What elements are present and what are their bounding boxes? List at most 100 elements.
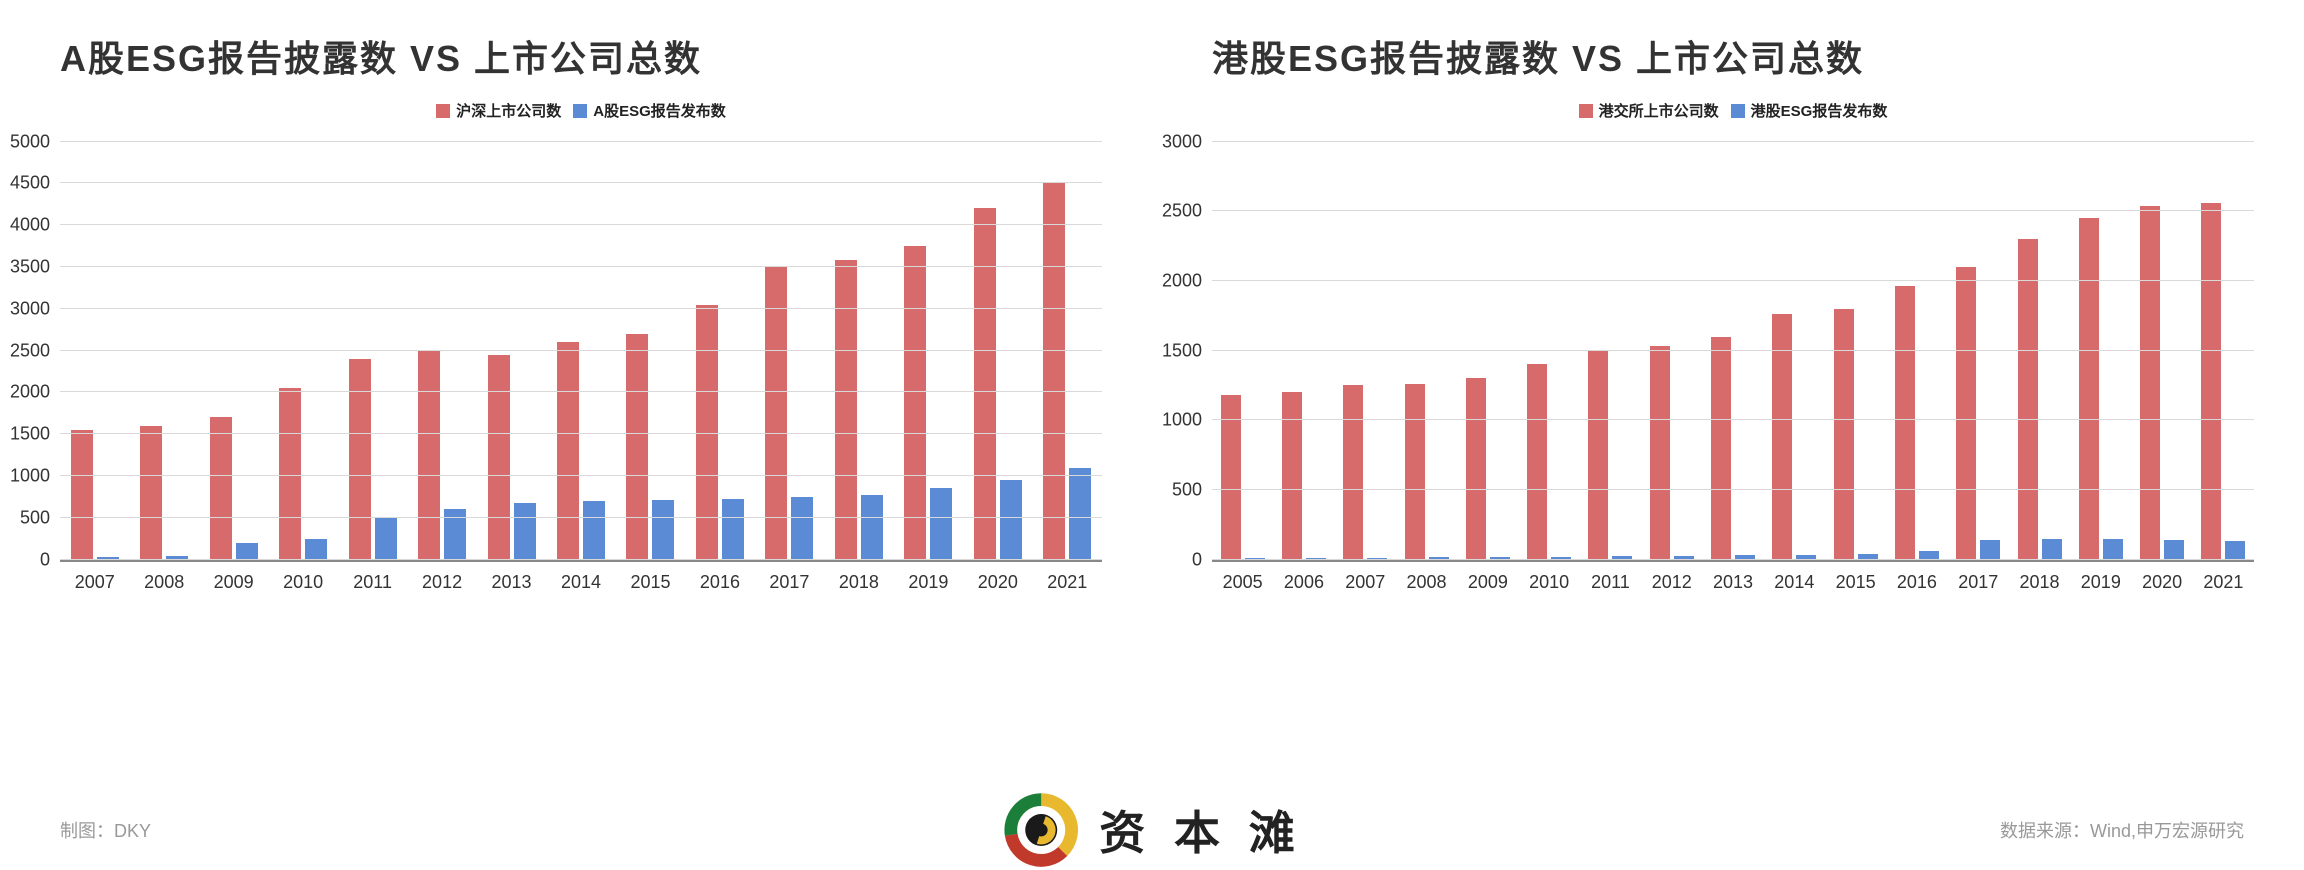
bar <box>1834 309 1854 560</box>
grid-line <box>1212 559 2254 560</box>
bar-group <box>1273 142 1334 560</box>
x-tick-label: 2015 <box>1825 572 1886 593</box>
bar-group <box>1518 142 1579 560</box>
bar-group <box>338 142 407 560</box>
x-tick-label: 2019 <box>894 572 963 593</box>
y-tick-label: 3000 <box>1162 131 1202 152</box>
x-tick-label: 2011 <box>338 572 407 593</box>
grid-line <box>60 308 1102 309</box>
bar-group <box>1825 142 1886 560</box>
bar <box>305 539 327 560</box>
bar <box>1980 540 2000 560</box>
bar-group <box>755 142 824 560</box>
bar-group <box>1886 142 1947 560</box>
brand-text: 资 本 滩 <box>1099 797 1303 863</box>
bar <box>1956 267 1976 560</box>
legend-swatch <box>1579 104 1593 118</box>
legend-swatch <box>436 104 450 118</box>
bar <box>1405 384 1425 560</box>
bar <box>1895 286 1915 559</box>
x-tick-label: 2013 <box>1702 572 1763 593</box>
bar <box>1527 364 1547 559</box>
bar <box>1588 351 1608 560</box>
grid-line <box>60 266 1102 267</box>
y-tick-label: 1000 <box>10 465 50 486</box>
x-tick-label: 2005 <box>1212 572 1273 593</box>
x-tick-label: 2017 <box>1948 572 2009 593</box>
bar-group <box>407 142 476 560</box>
bar-group <box>685 142 754 560</box>
bar <box>930 488 952 559</box>
bar-group <box>1764 142 1825 560</box>
x-tick-label: 2021 <box>2193 572 2254 593</box>
y-tick-label: 500 <box>20 507 50 528</box>
bar <box>418 351 440 560</box>
bar-group <box>546 142 615 560</box>
grid-line <box>60 517 1102 518</box>
bar <box>904 246 926 560</box>
x-tick-label: 2020 <box>2131 572 2192 593</box>
bar <box>583 501 605 560</box>
bar <box>2042 539 2062 559</box>
bar <box>349 359 371 560</box>
x-tick-label: 2016 <box>1886 572 1947 593</box>
grid-line <box>1212 419 2254 420</box>
x-axis-labels: 2007200820092010201120122013201420152016… <box>60 572 1102 593</box>
bar-group <box>2009 142 2070 560</box>
bar-group <box>1641 142 1702 560</box>
bar-group <box>268 142 337 560</box>
footer-source: 数据来源：Wind,申万宏源研究 <box>2000 817 2244 843</box>
bar <box>2140 206 2160 560</box>
footer: 制图：DKY 资 本 滩 数据来源：Wind,申万宏源研究 <box>0 817 2304 843</box>
grid-line <box>1212 280 2254 281</box>
grid-line <box>60 559 1102 560</box>
x-tick-label: 2009 <box>1457 572 1518 593</box>
grid-line <box>1212 210 2254 211</box>
x-tick-label: 2010 <box>268 572 337 593</box>
legend-item: A股ESG报告发布数 <box>573 100 726 121</box>
x-tick-label: 2018 <box>2009 572 2070 593</box>
y-tick-label: 1500 <box>1162 340 1202 361</box>
x-tick-label: 2020 <box>963 572 1032 593</box>
bar <box>791 497 813 560</box>
y-tick-label: 1000 <box>1162 410 1202 431</box>
x-axis-labels: 2005200620072008200920102011201220132014… <box>1212 572 2254 593</box>
grid-line <box>60 475 1102 476</box>
y-tick-label: 1500 <box>10 424 50 445</box>
x-tick-label: 2016 <box>685 572 754 593</box>
bar-group <box>1033 142 1102 560</box>
legend-item: 港股ESG报告发布数 <box>1731 100 1888 121</box>
bar-group <box>894 142 963 560</box>
bar <box>652 500 674 559</box>
bar <box>2079 218 2099 559</box>
plot-wrap: 0500100015002000250030003500400045005000… <box>60 142 1102 593</box>
x-tick-label: 2018 <box>824 572 893 593</box>
grid-line <box>60 141 1102 142</box>
legend-swatch <box>573 104 587 118</box>
grid-line <box>60 350 1102 351</box>
bar <box>1000 480 1022 559</box>
grid-line <box>60 182 1102 183</box>
y-tick-label: 4000 <box>10 215 50 236</box>
grid-line <box>1212 141 2254 142</box>
bar <box>1711 337 1731 560</box>
grid-line <box>60 224 1102 225</box>
x-tick-label: 2015 <box>616 572 685 593</box>
bar-group <box>1948 142 2009 560</box>
bar <box>1466 378 1486 559</box>
x-tick-label: 2014 <box>1764 572 1825 593</box>
x-tick-label: 2019 <box>2070 572 2131 593</box>
bar <box>1069 468 1091 560</box>
bar-group <box>1335 142 1396 560</box>
legend-item: 沪深上市公司数 <box>436 100 561 121</box>
y-tick-label: 0 <box>1192 549 1202 570</box>
bar <box>835 260 857 559</box>
y-tick-label: 2000 <box>1162 270 1202 291</box>
y-tick-label: 2500 <box>1162 201 1202 222</box>
bar <box>514 503 536 560</box>
bar-group <box>199 142 268 560</box>
x-tick-label: 2006 <box>1273 572 1334 593</box>
bar <box>557 342 579 559</box>
bar <box>279 388 301 559</box>
bar-group <box>1580 142 1641 560</box>
